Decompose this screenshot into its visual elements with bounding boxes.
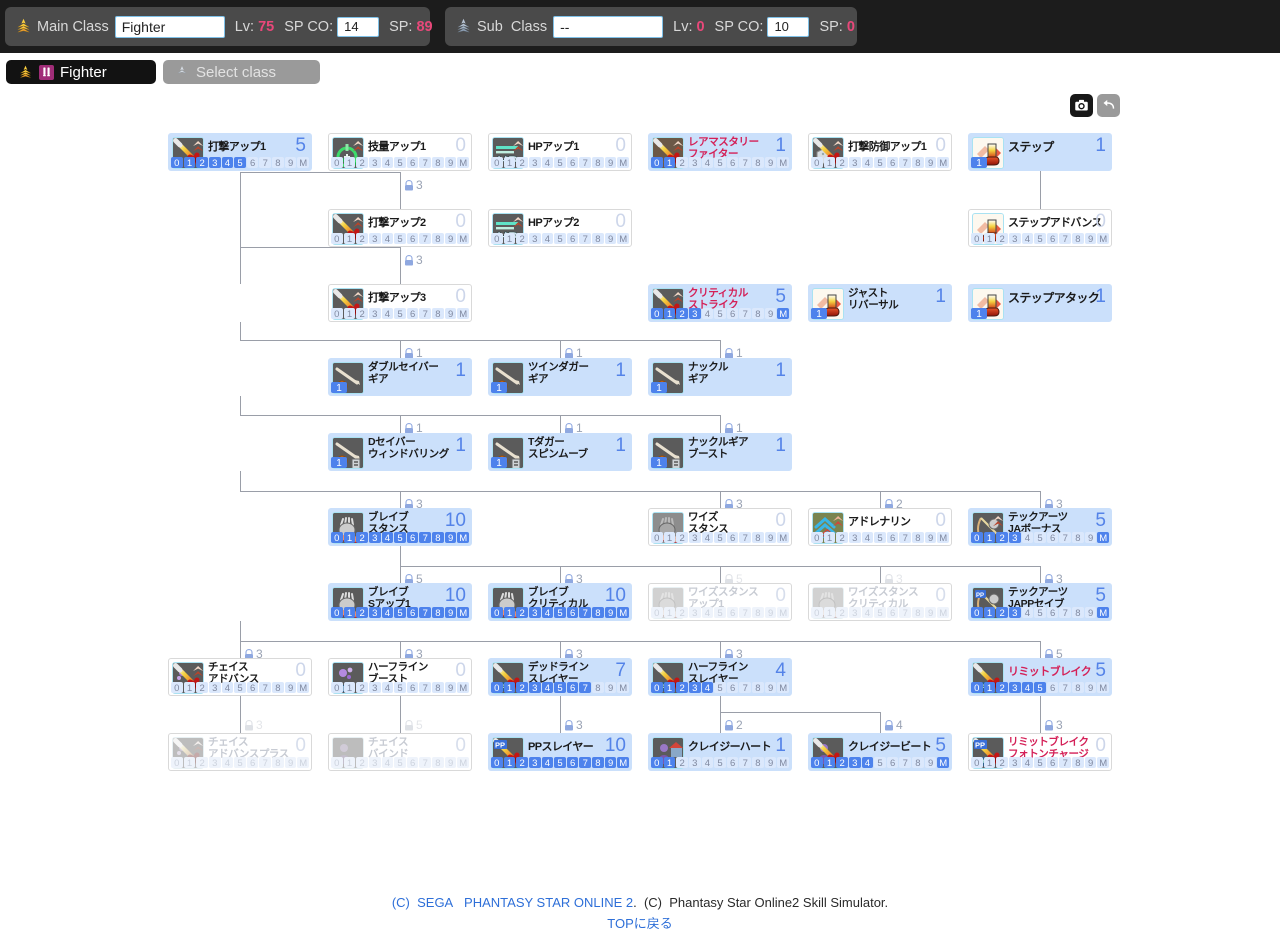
svg-text:PP: PP (975, 741, 985, 750)
svg-text:PP: PP (976, 593, 984, 599)
svg-text:PP: PP (495, 741, 505, 750)
